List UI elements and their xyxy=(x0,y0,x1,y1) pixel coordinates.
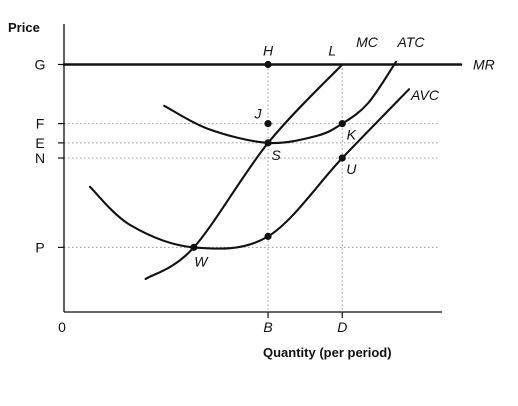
y-tick-g: G xyxy=(35,57,46,73)
point-label-s: S xyxy=(271,147,281,163)
curve-label-avc: AVC xyxy=(410,87,440,103)
points: H L J K S U W xyxy=(190,43,357,269)
y-axis-title: Price xyxy=(8,20,40,35)
x-axis-title: Quantity (per period) xyxy=(263,345,392,360)
curve-label-atc: ATC xyxy=(397,34,426,50)
point-unlabeled-7 xyxy=(264,232,272,240)
point-j xyxy=(264,120,272,128)
guide-lines xyxy=(64,64,440,312)
x-tick-d: D xyxy=(337,319,347,335)
point-u xyxy=(338,154,346,162)
point-label-k: K xyxy=(347,127,357,143)
y-tick-f: F xyxy=(36,116,45,132)
x-tick-b: B xyxy=(263,319,272,335)
curve-labels: MR MC ATC AVC xyxy=(356,34,495,103)
point-label-j: J xyxy=(254,106,263,122)
point-s xyxy=(264,139,272,147)
point-label-l: L xyxy=(328,43,336,59)
curve-atc xyxy=(163,60,398,145)
point-k xyxy=(338,120,346,128)
tick-labels: G FEN P B D xyxy=(35,57,348,336)
y-tick-p: P xyxy=(35,239,44,255)
curve-label-mr: MR xyxy=(473,57,495,73)
point-label-h: H xyxy=(263,43,274,59)
point-w xyxy=(190,243,198,251)
axes xyxy=(63,24,442,313)
y-tick-n: N xyxy=(35,150,45,166)
y-tick-e: E xyxy=(35,135,44,151)
point-label-w: W xyxy=(194,253,209,269)
curve-avc xyxy=(88,88,411,250)
point-h xyxy=(264,60,272,69)
curves xyxy=(62,60,463,281)
curve-mc xyxy=(144,63,344,281)
origin-label: 0 xyxy=(58,319,66,335)
curve-label-mc: MC xyxy=(356,34,379,50)
point-label-u: U xyxy=(346,161,357,177)
